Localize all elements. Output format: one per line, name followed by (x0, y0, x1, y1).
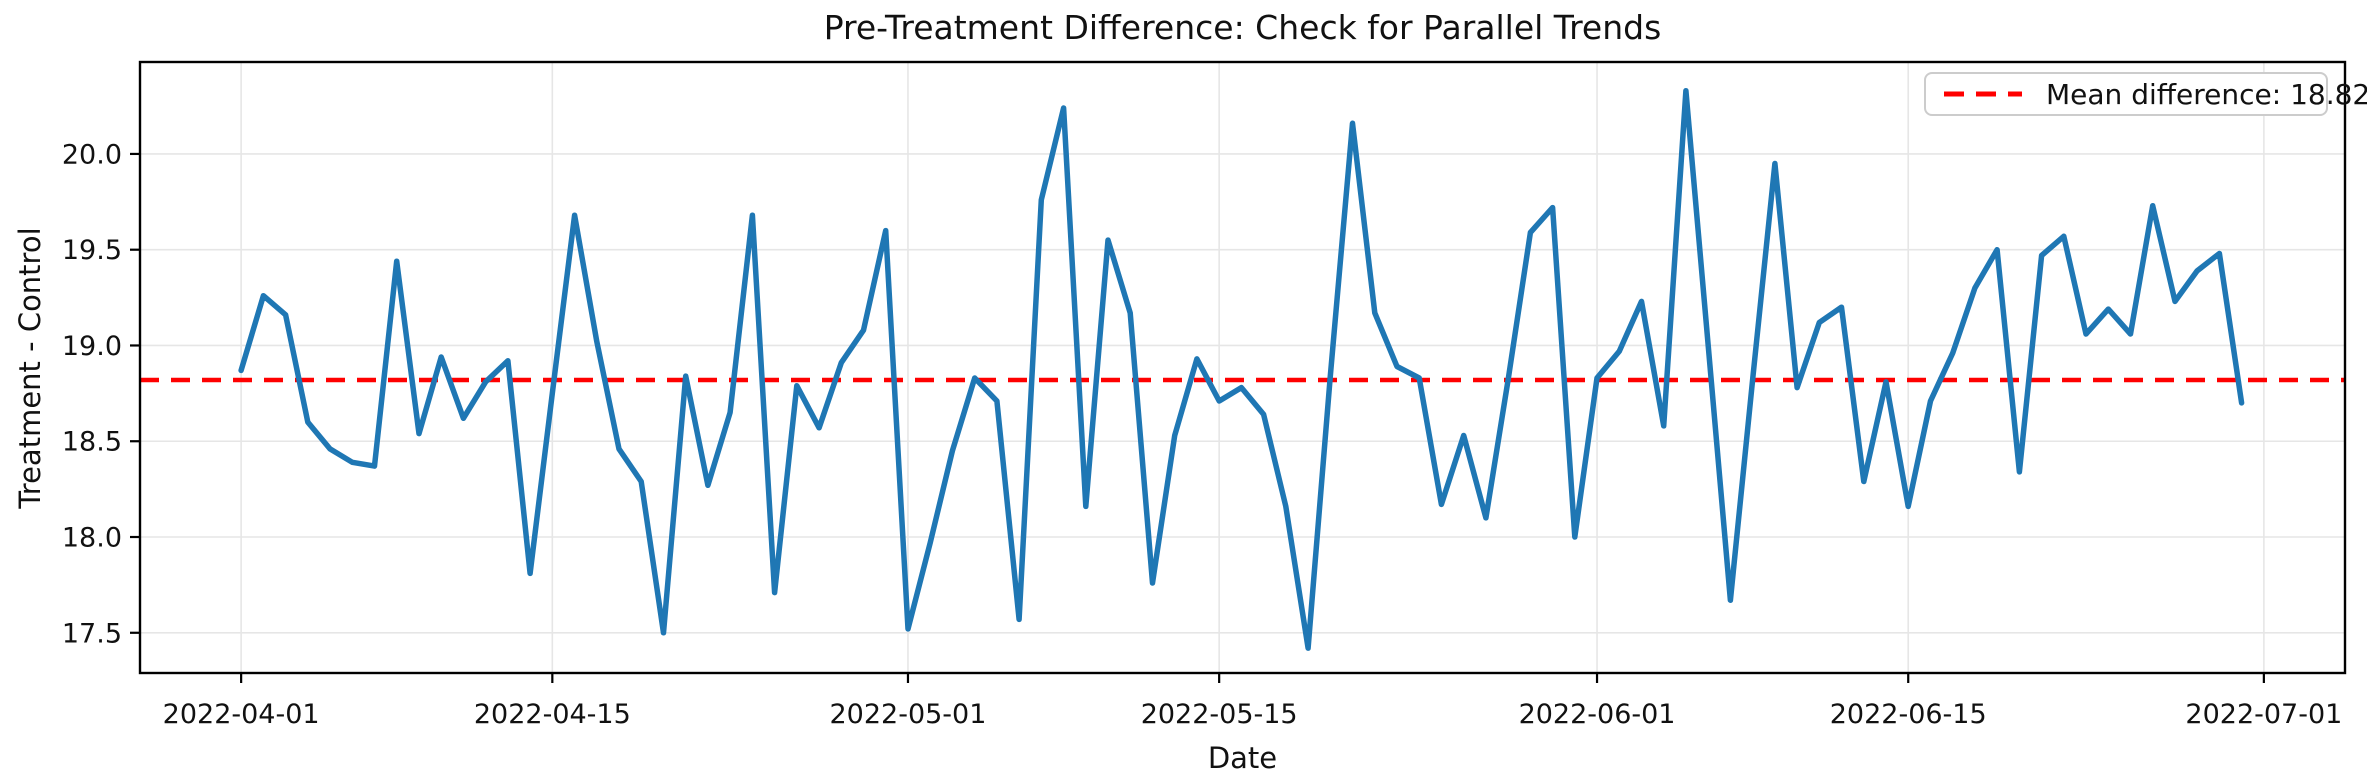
y-tick-label: 20.0 (62, 139, 122, 170)
y-tick-label: 17.5 (62, 618, 122, 649)
x-tick-label: 2022-04-01 (163, 699, 320, 730)
x-axis-title: Date (1207, 741, 1278, 775)
x-tick-label: 2022-06-01 (1519, 699, 1676, 730)
chart-title: Pre-Treatment Difference: Check for Para… (823, 8, 1662, 47)
x-tick-label: 2022-05-15 (1141, 699, 1298, 730)
mean-line-legend-sample (1944, 91, 2022, 97)
y-tick-label: 18.5 (62, 427, 122, 458)
plot-border (138, 60, 2347, 675)
y-tick-label: 19.0 (62, 331, 122, 362)
difference-line-series (238, 87, 2245, 651)
x-tick-label: 2022-06-15 (1830, 699, 1987, 730)
legend-label: Mean difference: 18.82 (2046, 77, 2367, 111)
x-tick-label: 2022-07-01 (2185, 699, 2342, 730)
x-tick-label: 2022-05-01 (830, 699, 987, 730)
legend-box: Mean difference: 18.82 (1924, 72, 2367, 116)
y-tick-label: 18.0 (62, 523, 122, 554)
y-axis-title: Treatment - Control (13, 227, 47, 509)
y-tick-label: 19.5 (62, 235, 122, 266)
x-tick-label: 2022-04-15 (474, 699, 631, 730)
